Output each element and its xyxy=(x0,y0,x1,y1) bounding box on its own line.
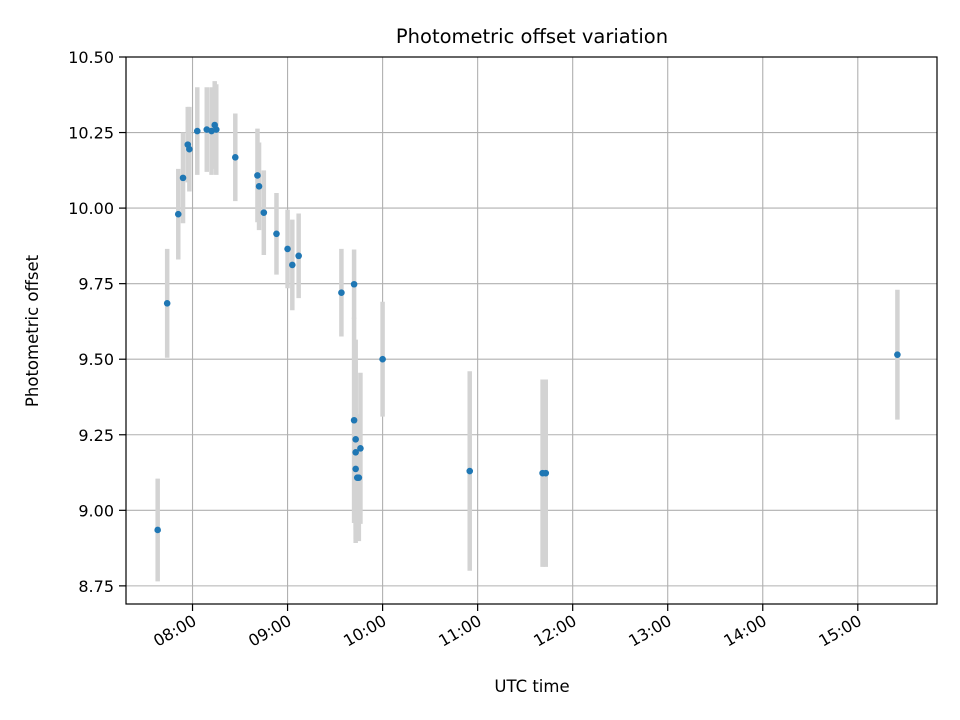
data-point xyxy=(273,230,280,238)
data-point xyxy=(289,261,296,269)
data-point xyxy=(350,416,358,424)
data-point xyxy=(295,252,302,260)
x-axis-title: UTC time xyxy=(494,677,569,696)
data-point xyxy=(352,435,359,443)
data-point xyxy=(186,145,193,153)
data-point xyxy=(284,245,291,253)
data-point xyxy=(231,154,239,161)
data-point xyxy=(894,351,901,358)
y-tick-label: 10.00 xyxy=(68,199,114,218)
data-point xyxy=(352,448,359,456)
data-point xyxy=(179,174,187,182)
plot-frame xyxy=(125,56,938,605)
y-tick-label: 9.75 xyxy=(78,275,114,294)
data-point xyxy=(352,465,359,473)
data-point xyxy=(466,467,474,475)
y-axis-ticks: 8.75 9.00 9.25 9.50 9.75 10.00 10.25 10.50 xyxy=(68,48,126,596)
data-point xyxy=(193,127,201,135)
data-point xyxy=(350,280,358,288)
data-point xyxy=(338,289,345,297)
data-point xyxy=(260,209,268,216)
data-point xyxy=(379,355,386,363)
data-point xyxy=(174,210,182,218)
data-point xyxy=(255,183,263,190)
y-tick-label: 9.25 xyxy=(78,426,114,445)
y-tick-label: 10.25 xyxy=(68,124,114,143)
chart-title: Photometric offset variation xyxy=(396,25,668,48)
data-point xyxy=(254,172,261,179)
y-tick-label: 10.50 xyxy=(68,48,114,67)
data-points xyxy=(154,121,901,534)
y-tick-label: 8.75 xyxy=(78,577,114,596)
data-point xyxy=(357,445,364,452)
data-point xyxy=(355,474,363,481)
y-tick-label: 9.00 xyxy=(78,501,114,520)
data-point xyxy=(212,126,220,133)
data-point xyxy=(163,300,171,307)
data-point xyxy=(154,526,161,534)
y-tick-label: 9.50 xyxy=(78,350,114,369)
y-axis-title: Photometric offset xyxy=(23,254,42,407)
data-point xyxy=(542,469,550,477)
